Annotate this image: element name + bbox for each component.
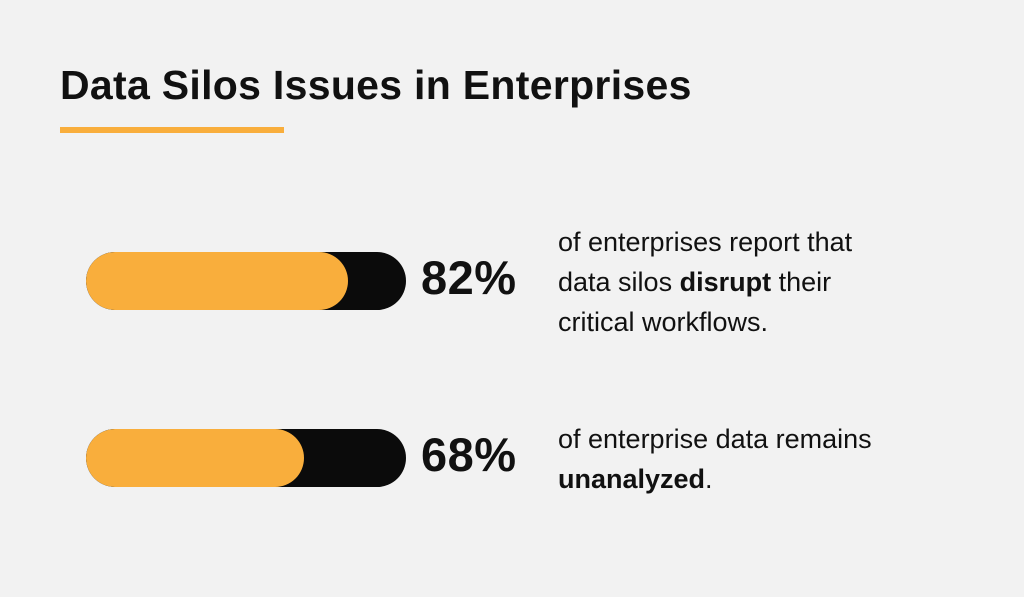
- desc-emphasis: unanalyzed: [558, 464, 706, 494]
- desc-text: their: [771, 267, 832, 297]
- desc-emphasis: disrupt: [679, 267, 772, 297]
- stat-description: of enterprise data remains unanalyzed.: [558, 419, 978, 499]
- stat-value: 82%: [421, 251, 517, 304]
- desc-line: critical workflows.: [558, 307, 769, 337]
- progress-bar-68: [86, 429, 406, 487]
- desc-line: of enterprises report that: [558, 227, 853, 257]
- title-underline: [60, 127, 284, 133]
- desc-text: data silos: [558, 267, 680, 297]
- progress-bar-fill: [86, 252, 348, 310]
- desc-text: .: [705, 464, 713, 494]
- desc-line: data silos disrupt their: [558, 262, 978, 302]
- desc-line: of enterprise data remains: [558, 424, 872, 454]
- progress-bar-82: [86, 252, 406, 310]
- progress-bar-fill: [86, 429, 304, 487]
- stat-value: 68%: [421, 428, 517, 481]
- desc-line: unanalyzed.: [558, 459, 978, 499]
- page-title: Data Silos Issues in Enterprises: [60, 62, 692, 108]
- stat-description: of enterprises report that data silos di…: [558, 222, 978, 342]
